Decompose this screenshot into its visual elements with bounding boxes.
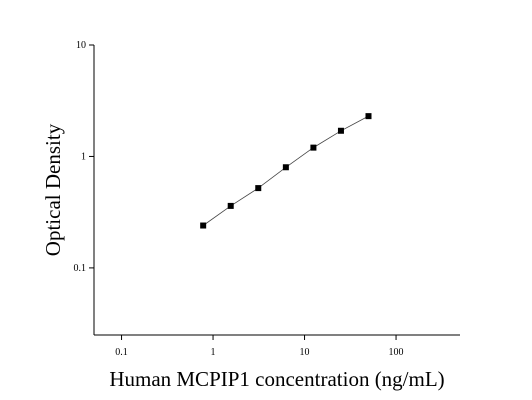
y-tick-label: 10 (76, 40, 86, 51)
x-tick-label: 100 (389, 347, 404, 358)
x-tick-label: 0.1 (115, 347, 128, 358)
data-point (227, 202, 234, 209)
data-point (282, 164, 289, 171)
x-tick-label: 1 (211, 347, 216, 358)
data-point (337, 127, 344, 134)
y-tick-label: 0.1 (74, 263, 87, 274)
data-point (310, 144, 317, 151)
data-point (255, 185, 262, 192)
x-tick-label: 10 (300, 347, 310, 358)
x-axis-label: Human MCPIP1 concentration (ng/mL) (109, 367, 444, 391)
data-point (200, 222, 207, 229)
y-axis-label: Optical Density (41, 123, 65, 256)
y-tick-label: 1 (81, 151, 86, 162)
data-point (365, 113, 372, 120)
